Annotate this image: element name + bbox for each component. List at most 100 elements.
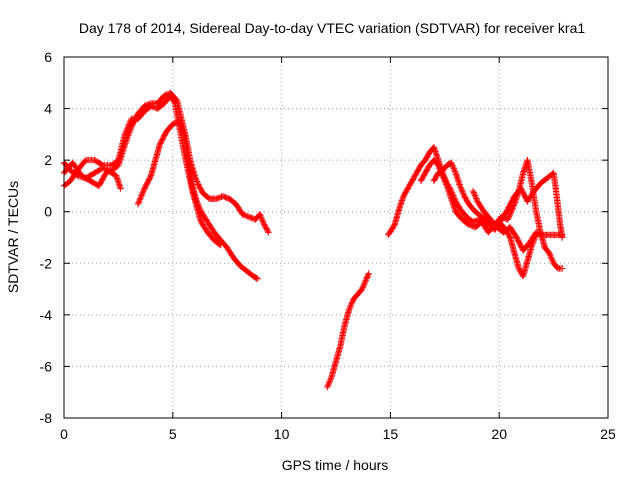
series-track-2 [60,92,224,249]
data-point [95,168,110,190]
data-point [358,277,369,293]
data-point [204,218,217,235]
series-track-5 [324,270,372,391]
data-point [533,208,544,235]
data-point [452,208,465,222]
data-point [554,203,564,227]
data-point [511,249,522,271]
data-point [154,93,167,107]
data-point [108,157,121,169]
data-point [204,229,217,243]
data-point [156,129,169,148]
data-point [559,265,566,272]
data-point [519,258,531,280]
data-point [430,171,441,184]
data-point [541,244,552,256]
data-point [524,189,537,205]
data-point [537,175,550,187]
data-point [472,208,484,220]
data-point [404,178,415,192]
data-series [60,89,566,391]
data-point [224,244,237,260]
data-point [217,236,230,250]
series-track-1 [60,89,272,236]
data-point [504,194,517,213]
data-point [210,236,223,248]
data-point [430,156,441,168]
data-point [559,231,566,239]
data-point [210,229,223,243]
data-point [400,186,411,200]
y-tick-label: 6 [44,49,52,65]
data-point [417,158,428,169]
data-point [546,249,557,265]
x-tick-label: 5 [169,426,177,442]
x-tick-label: 20 [491,426,507,442]
series-track-8 [430,159,566,241]
plot-frame [63,56,609,419]
data-point [163,121,176,135]
data-point [117,185,124,192]
data-point [115,132,128,164]
data-point [78,172,93,184]
data-point [354,286,365,298]
x-tick-label: 15 [383,426,399,442]
data-point [417,171,428,184]
data-point [195,182,206,196]
data-point [147,158,159,179]
data-point [480,208,493,222]
data-point [550,169,559,191]
tick-labels: 0 5 10 15 20 25 -8 -6 -4 -2 0 2 4 6 [40,49,616,442]
data-point [232,200,245,217]
data-point [134,109,147,123]
data-point [519,240,532,254]
data-point [452,198,463,211]
data-point [506,224,519,240]
data-point [226,195,238,207]
data-point [324,375,335,391]
data-point [121,117,135,138]
data-point [69,159,84,178]
y-tick-label: -6 [40,358,53,374]
data-point [141,173,154,192]
data-point [524,243,535,264]
y-axis-label: SDTVAR / TECUs [5,181,21,293]
data-point [478,213,491,225]
data-point [552,185,561,209]
data-point [456,182,467,198]
data-point [504,202,517,223]
data-point [265,229,272,236]
data-point [167,92,178,106]
data-point [413,163,424,177]
data-point [363,271,372,282]
chart-title: Day 178 of 2014, Sidereal Day-to-day VTE… [79,20,585,36]
data-point [526,230,539,246]
data-point [465,200,478,214]
data-point [422,150,432,164]
data-point [250,273,260,282]
data-point [456,205,469,219]
data-point [439,163,450,174]
data-point [365,270,372,277]
x-axis-label: GPS time / hours [282,457,389,473]
data-point [332,344,344,365]
data-point [439,172,450,188]
data-point [104,167,119,179]
data-point [134,186,148,208]
data-point [154,101,167,112]
data-point [385,222,398,239]
x-tick-label: 0 [60,426,68,442]
series-track-7 [417,156,566,272]
y-tick-label: -8 [40,410,53,426]
data-point [243,267,256,279]
y-tick-label: -4 [40,307,53,323]
y-tick-label: 2 [44,152,52,168]
data-point [448,159,459,175]
series-track-9 [469,187,566,254]
data-point [341,307,352,329]
data-point [200,190,212,202]
data-point [191,172,202,188]
data-point [474,198,487,214]
data-point [256,211,267,227]
